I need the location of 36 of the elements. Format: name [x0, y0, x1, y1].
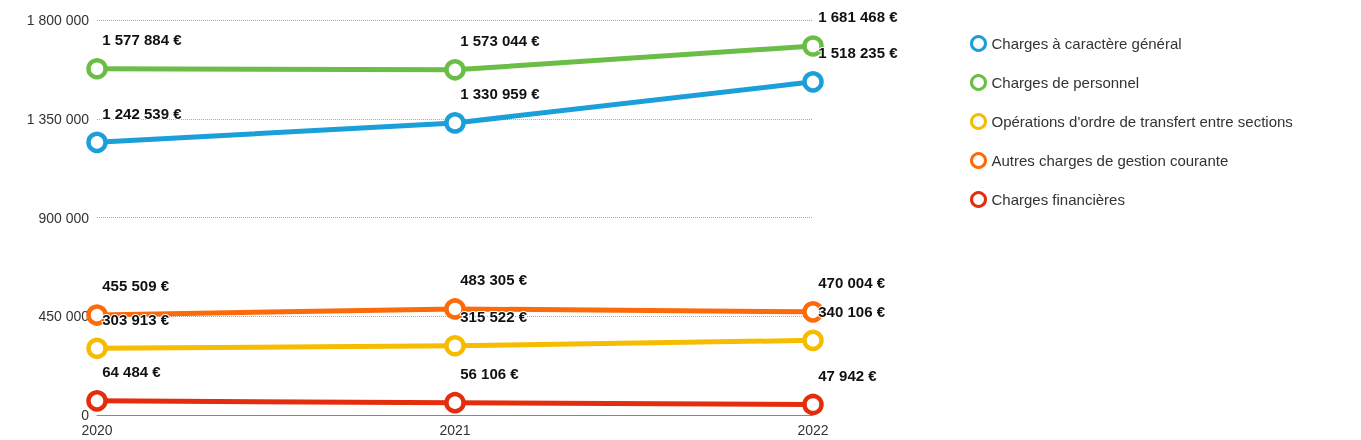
point	[86, 337, 108, 360]
data-label: 1 577 884 €	[102, 30, 183, 48]
x-tick-label: 2020	[81, 422, 113, 438]
data-label: 315 522 €	[460, 308, 528, 326]
data-label: 483 305 €	[460, 271, 528, 289]
data-label: 47 942 €	[818, 366, 878, 384]
data-label: 56 106 €	[460, 364, 520, 382]
point	[444, 112, 466, 134]
legend-label: Charges de personnel	[991, 74, 1140, 91]
legend-label: Charges financières	[991, 191, 1125, 208]
data-label: 1 681 468 €	[818, 8, 899, 26]
x-tick-label: 2021	[439, 422, 471, 438]
data-label: 1 518 235 €	[818, 44, 899, 62]
legend-label: Charges à caractère général	[991, 35, 1182, 52]
x-tick-label: 2022	[797, 422, 829, 438]
y-tick-label: 0	[81, 407, 90, 423]
data-label: 1 242 539 €	[102, 104, 183, 122]
point	[86, 131, 108, 154]
point	[86, 390, 108, 412]
point	[444, 59, 466, 81]
point	[444, 335, 466, 357]
legend-label: Opérations d'ordre de transfert entre sections	[991, 113, 1293, 130]
y-tick-label: 1 350 000	[26, 110, 90, 127]
data-label: 455 509 €	[102, 277, 170, 295]
point	[444, 391, 466, 414]
point	[802, 393, 824, 416]
y-tick-label: 900 000	[38, 209, 90, 226]
y-tick-label: 1 800 000	[26, 12, 90, 28]
data-label: 1 573 044 €	[460, 32, 541, 50]
legend-label: Autres charges de gestion courante	[991, 152, 1229, 169]
data-label: 1 330 959 €	[460, 85, 541, 103]
point	[802, 71, 824, 93]
data-label: 470 004 €	[818, 274, 886, 292]
point	[86, 58, 108, 80]
point	[802, 329, 824, 352]
data-label: 64 484 €	[102, 363, 162, 381]
